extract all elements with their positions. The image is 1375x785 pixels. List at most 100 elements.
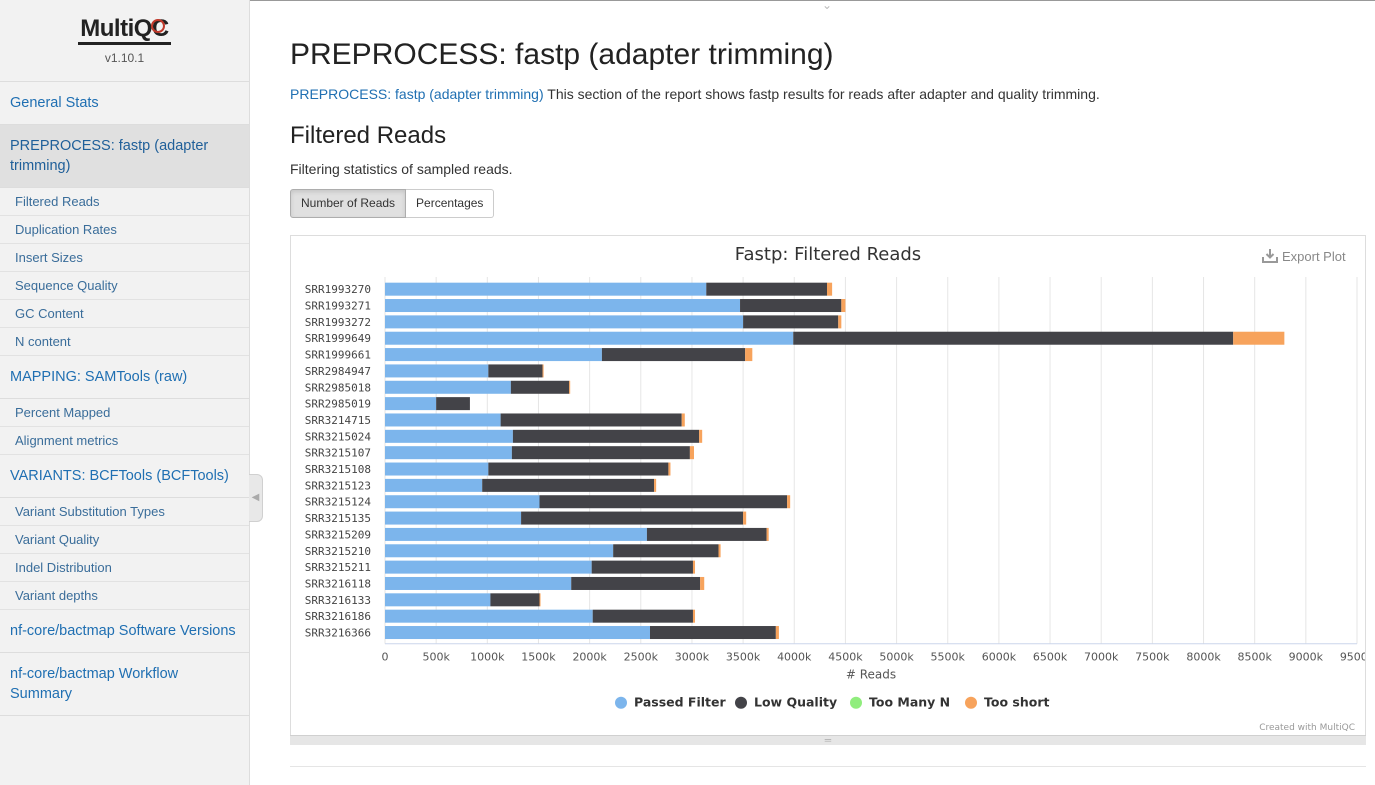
bar-segment-too-short[interactable]: [1233, 331, 1285, 345]
sidebar-item-insert-sizes[interactable]: Insert Sizes: [0, 244, 249, 272]
sidebar-item-alignment-metrics[interactable]: Alignment metrics: [0, 427, 249, 455]
bar-segment-passed-filter[interactable]: [385, 446, 512, 460]
bar-segment-passed-filter[interactable]: [385, 576, 572, 590]
bar-segment-too-short[interactable]: [838, 315, 842, 329]
sidebar-item-variant-quality[interactable]: Variant Quality: [0, 526, 249, 554]
bar-segment-passed-filter[interactable]: [385, 511, 522, 525]
bar-segment-low-quality[interactable]: [482, 478, 655, 492]
bar-segment-low-quality[interactable]: [488, 462, 669, 476]
sidebar-item-percent-mapped[interactable]: Percent Mapped: [0, 399, 249, 427]
legend-item-too-many-n[interactable]: Too Many N: [850, 695, 950, 710]
bar-segment-low-quality[interactable]: [740, 299, 842, 313]
bar-segment-too-short[interactable]: [689, 446, 694, 460]
bar-segment-passed-filter[interactable]: [385, 282, 707, 296]
bar-segment-passed-filter[interactable]: [385, 527, 647, 541]
bar-segment-too-short[interactable]: [766, 527, 769, 541]
bar-segment-too-short[interactable]: [692, 609, 696, 623]
bar-segment-low-quality[interactable]: [490, 593, 540, 607]
bar-segment-low-quality[interactable]: [591, 560, 693, 574]
bar-segment-too-short[interactable]: [718, 544, 721, 558]
bar-segment-too-short[interactable]: [827, 282, 833, 296]
sidebar-item-sequence-quality[interactable]: Sequence Quality: [0, 272, 249, 300]
bar-segment-low-quality[interactable]: [706, 282, 828, 296]
export-plot-label: Export Plot: [1282, 249, 1346, 264]
sidebar-collapse-toggle[interactable]: ◀: [249, 474, 263, 522]
bar-segment-too-short[interactable]: [743, 511, 747, 525]
bar-segment-too-short[interactable]: [668, 462, 671, 476]
bar-segment-too-short[interactable]: [700, 576, 705, 590]
bar-segment-too-short[interactable]: [787, 495, 791, 509]
bar-segment-low-quality[interactable]: [510, 380, 570, 394]
bar-segment-low-quality[interactable]: [743, 315, 839, 329]
bar-segment-low-quality[interactable]: [601, 348, 746, 362]
bar-segment-too-short[interactable]: [542, 364, 544, 378]
bar-segment-low-quality[interactable]: [571, 576, 701, 590]
bar-segment-passed-filter[interactable]: [385, 495, 540, 509]
bar-segment-low-quality[interactable]: [592, 609, 693, 623]
bar-segment-too-short[interactable]: [654, 478, 657, 492]
plot-resize-handle[interactable]: ═: [290, 735, 1366, 745]
bar-segment-low-quality[interactable]: [646, 527, 767, 541]
bar-segment-low-quality[interactable]: [613, 544, 719, 558]
fastp-link[interactable]: PREPROCESS: fastp (adapter trimming): [290, 86, 544, 102]
sidebar-item-variant-depths[interactable]: Variant depths: [0, 582, 249, 610]
export-plot-button[interactable]: Export Plot: [1262, 249, 1346, 264]
legend-item-passed-filter[interactable]: Passed Filter: [615, 695, 726, 710]
sidebar-item-variant-substitution-types[interactable]: Variant Substitution Types: [0, 498, 249, 526]
bar-segment-low-quality[interactable]: [488, 364, 543, 378]
bar-segment-passed-filter[interactable]: [385, 413, 501, 427]
chart-credit: Created with MultiQC: [1259, 723, 1355, 733]
bar-segment-too-short[interactable]: [569, 380, 571, 394]
bar-segment-low-quality[interactable]: [539, 495, 788, 509]
bar-segment-passed-filter[interactable]: [385, 348, 602, 362]
section-title: Filtered Reads: [290, 122, 447, 149]
bar-segment-passed-filter[interactable]: [385, 299, 741, 313]
sidebar-item-gc-content[interactable]: GC Content: [0, 300, 249, 328]
bar-segment-too-short[interactable]: [681, 413, 685, 427]
bar-segment-passed-filter[interactable]: [385, 626, 650, 640]
sidebar-item-duplication-rates[interactable]: Duplication Rates: [0, 216, 249, 244]
bar-segment-too-short[interactable]: [699, 429, 703, 443]
bar-segment-passed-filter[interactable]: [385, 331, 794, 345]
bar-segment-passed-filter[interactable]: [385, 364, 489, 378]
bar-segment-too-short[interactable]: [539, 593, 541, 607]
sidebar-item-general-stats[interactable]: General Stats: [0, 82, 249, 125]
bar-segment-too-short[interactable]: [775, 626, 779, 640]
bar-segment-passed-filter[interactable]: [385, 429, 513, 443]
logo[interactable]: MultiQC v1.10.1: [0, 0, 249, 82]
bar-segment-low-quality[interactable]: [511, 446, 690, 460]
bar-segment-passed-filter[interactable]: [385, 462, 489, 476]
percentages-button[interactable]: Percentages: [406, 189, 495, 218]
bar-segment-passed-filter[interactable]: [385, 544, 614, 558]
bar-segment-passed-filter[interactable]: [385, 609, 593, 623]
bar-segment-low-quality[interactable]: [793, 331, 1234, 345]
sidebar-item-nf-core-bactmap-software-versions[interactable]: nf-core/bactmap Software Versions: [0, 610, 249, 653]
bar-segment-low-quality[interactable]: [512, 429, 700, 443]
sidebar-item-nf-core-bactmap-workflow-summary[interactable]: nf-core/bactmap Workflow Summary: [0, 653, 249, 716]
nav-list: General Stats PREPROCESS: fastp (adapter …: [0, 82, 249, 716]
bar-segment-too-short[interactable]: [692, 560, 696, 574]
bar-segment-low-quality[interactable]: [649, 626, 776, 640]
bar-segment-passed-filter[interactable]: [385, 478, 483, 492]
sidebar-item-preprocess-fastp-adapter-trimming[interactable]: PREPROCESS: fastp (adapter trimming): [0, 125, 249, 188]
sidebar-item-n-content[interactable]: N content: [0, 328, 249, 356]
chevron-down-icon[interactable]: ⌄: [821, 0, 833, 12]
sidebar-item-filtered-reads[interactable]: Filtered Reads: [0, 188, 249, 216]
sidebar-item-mapping-samtools-raw[interactable]: MAPPING: SAMTools (raw): [0, 356, 249, 399]
bar-segment-passed-filter[interactable]: [385, 560, 592, 574]
legend-item-low-quality[interactable]: Low Quality: [735, 695, 837, 710]
bar-segment-passed-filter[interactable]: [385, 397, 437, 411]
bar-segment-low-quality[interactable]: [500, 413, 682, 427]
bar-segment-passed-filter[interactable]: [385, 593, 491, 607]
bar-segment-too-short[interactable]: [841, 299, 846, 313]
bar-segment-too-short[interactable]: [745, 348, 753, 362]
sidebar-item-indel-distribution[interactable]: Indel Distribution: [0, 554, 249, 582]
bar-segment-passed-filter[interactable]: [385, 315, 744, 329]
legend-item-too-short[interactable]: Too short: [965, 695, 1049, 710]
bar-segment-low-quality[interactable]: [436, 397, 470, 411]
number-of-reads-button[interactable]: Number of Reads: [290, 189, 407, 218]
bar-segment-passed-filter[interactable]: [385, 380, 511, 394]
sidebar-item-variants-bcftools-bcftools[interactable]: VARIANTS: BCFTools (BCFTools): [0, 455, 249, 498]
section-description: Filtering statistics of sampled reads.: [290, 161, 513, 177]
bar-segment-low-quality[interactable]: [521, 511, 744, 525]
